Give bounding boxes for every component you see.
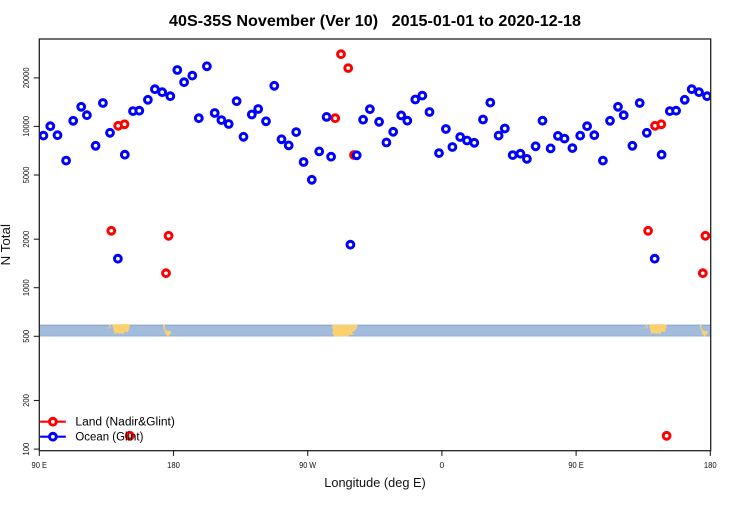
svg-text:180: 180 xyxy=(704,460,717,470)
svg-text:90 E: 90 E xyxy=(568,460,584,470)
svg-text:N Total: N Total xyxy=(0,224,13,266)
svg-text:200: 200 xyxy=(21,394,31,407)
svg-text:5000: 5000 xyxy=(21,166,31,183)
svg-text:Longitude (deg E): Longitude (deg E) xyxy=(324,475,426,490)
svg-text:90 E: 90 E xyxy=(32,460,48,470)
svg-text:100: 100 xyxy=(21,442,31,455)
svg-text:1000: 1000 xyxy=(21,279,31,296)
svg-text:500: 500 xyxy=(21,330,31,343)
svg-text:40S-35S November (Ver 10) 20: 40S-35S November (Ver 10) 2015-01-01 to … xyxy=(169,13,581,30)
svg-text:0: 0 xyxy=(440,460,445,470)
svg-text:2000: 2000 xyxy=(21,231,31,248)
svg-text:20000: 20000 xyxy=(21,67,31,88)
svg-text:Land (Nadir&Glint): Land (Nadir&Glint) xyxy=(75,417,175,429)
svg-text:90 W: 90 W xyxy=(299,460,316,470)
svg-text:Ocean (Glint): Ocean (Glint) xyxy=(75,432,143,444)
svg-text:180: 180 xyxy=(167,460,180,470)
svg-text:10000: 10000 xyxy=(21,116,31,137)
